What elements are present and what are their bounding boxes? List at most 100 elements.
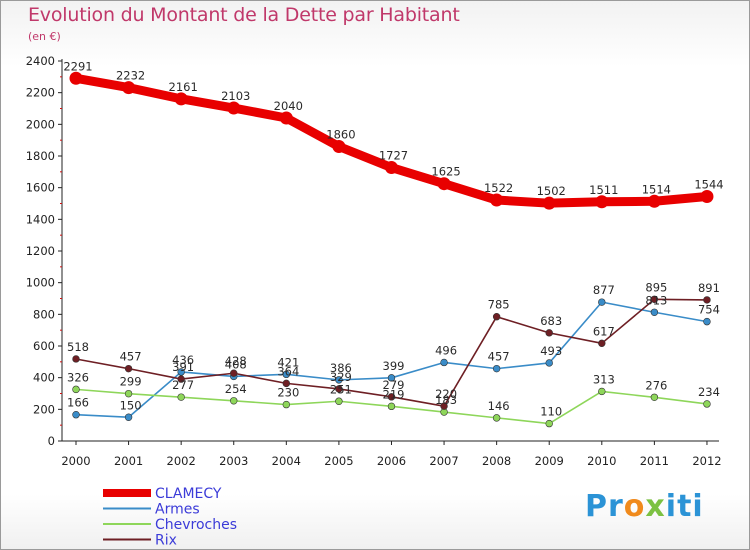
y-tick-label: 1200 bbox=[26, 244, 55, 258]
data-label: 234 bbox=[698, 385, 720, 399]
data-label: 2232 bbox=[116, 69, 145, 83]
data-label: 2161 bbox=[169, 80, 198, 94]
data-point bbox=[177, 368, 185, 376]
data-point bbox=[230, 397, 238, 405]
data-point bbox=[595, 195, 609, 209]
chart-subtitle: (en €) bbox=[28, 30, 61, 43]
data-point bbox=[282, 400, 291, 409]
data-label: 877 bbox=[593, 283, 615, 297]
data-point bbox=[492, 313, 501, 321]
x-tick-label: 2008 bbox=[482, 454, 511, 468]
data-label: 785 bbox=[488, 298, 510, 312]
legend-label: CLAMECY bbox=[155, 486, 222, 502]
data-label: 891 bbox=[698, 281, 720, 295]
data-label: 220 bbox=[435, 387, 457, 401]
y-tick-label: 1600 bbox=[26, 181, 55, 195]
data-label: 166 bbox=[67, 396, 89, 410]
data-label: 279 bbox=[383, 378, 405, 392]
logo-part: Pr bbox=[585, 489, 624, 524]
data-label: 391 bbox=[172, 360, 194, 374]
data-point bbox=[124, 389, 133, 398]
data-point bbox=[545, 329, 553, 337]
data-label: 2103 bbox=[221, 89, 250, 103]
data-label: 110 bbox=[540, 405, 562, 419]
y-tick-label: 800 bbox=[33, 307, 55, 321]
data-label: 428 bbox=[225, 354, 247, 368]
data-label: 895 bbox=[645, 280, 667, 294]
data-label: 1522 bbox=[484, 181, 513, 195]
data-label: 1727 bbox=[379, 149, 408, 163]
legend-label: Chevroches bbox=[155, 517, 237, 533]
data-label: 754 bbox=[698, 303, 720, 317]
data-label: 1502 bbox=[537, 184, 566, 198]
logo-part: x bbox=[645, 489, 666, 524]
data-label: 386 bbox=[330, 361, 352, 375]
data-label: 299 bbox=[120, 375, 142, 389]
data-label: 1625 bbox=[431, 165, 460, 179]
data-label: 254 bbox=[225, 382, 247, 396]
data-label: 408 bbox=[225, 357, 247, 371]
data-label: 399 bbox=[383, 359, 405, 373]
data-label: 276 bbox=[645, 378, 667, 392]
x-tick-label: 2000 bbox=[61, 454, 90, 468]
x-tick-label: 2009 bbox=[535, 454, 564, 468]
data-point bbox=[227, 101, 241, 115]
data-point bbox=[72, 385, 80, 394]
data-point bbox=[387, 402, 396, 411]
data-point bbox=[598, 387, 606, 396]
data-point bbox=[703, 317, 711, 326]
data-point bbox=[279, 111, 293, 125]
data-label: 518 bbox=[67, 340, 89, 354]
data-point bbox=[335, 397, 343, 405]
y-tick-label: 200 bbox=[33, 402, 55, 416]
data-point bbox=[700, 190, 714, 204]
data-point bbox=[335, 376, 343, 384]
legend-label: Rix bbox=[155, 533, 177, 549]
data-point bbox=[650, 308, 659, 316]
data-point bbox=[545, 359, 553, 367]
data-point bbox=[335, 385, 343, 393]
data-label: 219 bbox=[383, 387, 405, 401]
data-point bbox=[492, 364, 501, 373]
data-point bbox=[177, 375, 185, 383]
x-tick-label: 2004 bbox=[272, 454, 301, 468]
proxiti-logo: Proxiti bbox=[585, 489, 704, 524]
data-label: 277 bbox=[172, 378, 194, 392]
data-label: 493 bbox=[540, 344, 562, 358]
data-point bbox=[542, 196, 556, 210]
data-point bbox=[598, 298, 606, 306]
logo-part: o bbox=[623, 489, 646, 524]
data-point bbox=[647, 194, 661, 208]
data-point bbox=[124, 413, 133, 421]
x-tick-label: 2010 bbox=[587, 454, 616, 468]
data-point bbox=[598, 339, 606, 348]
data-point bbox=[282, 379, 291, 388]
data-point bbox=[650, 393, 659, 401]
y-tick-label: 0 bbox=[48, 434, 55, 448]
data-label: 364 bbox=[277, 364, 299, 378]
data-point bbox=[332, 140, 346, 153]
data-label: 313 bbox=[593, 372, 615, 386]
data-point bbox=[122, 81, 136, 95]
x-tick-label: 2011 bbox=[640, 454, 669, 468]
data-label: 1511 bbox=[589, 183, 618, 197]
data-point bbox=[72, 355, 80, 363]
x-tick-label: 2007 bbox=[429, 454, 458, 468]
y-tick-label: 2400 bbox=[26, 54, 55, 68]
data-label: 230 bbox=[277, 386, 299, 400]
data-label: 457 bbox=[488, 350, 510, 364]
data-point bbox=[490, 193, 504, 207]
data-label: 183 bbox=[435, 393, 457, 407]
legend-label: Armes bbox=[155, 502, 200, 518]
y-tick-label: 400 bbox=[33, 371, 55, 385]
y-tick-label: 1400 bbox=[26, 212, 55, 226]
data-label: 421 bbox=[277, 355, 299, 369]
y-tick-label: 1800 bbox=[26, 149, 55, 163]
data-label: 2040 bbox=[274, 99, 303, 113]
data-label: 329 bbox=[330, 370, 352, 384]
data-point bbox=[177, 393, 185, 401]
data-point bbox=[650, 295, 659, 303]
x-tick-label: 2012 bbox=[692, 454, 721, 468]
data-point bbox=[440, 402, 448, 410]
